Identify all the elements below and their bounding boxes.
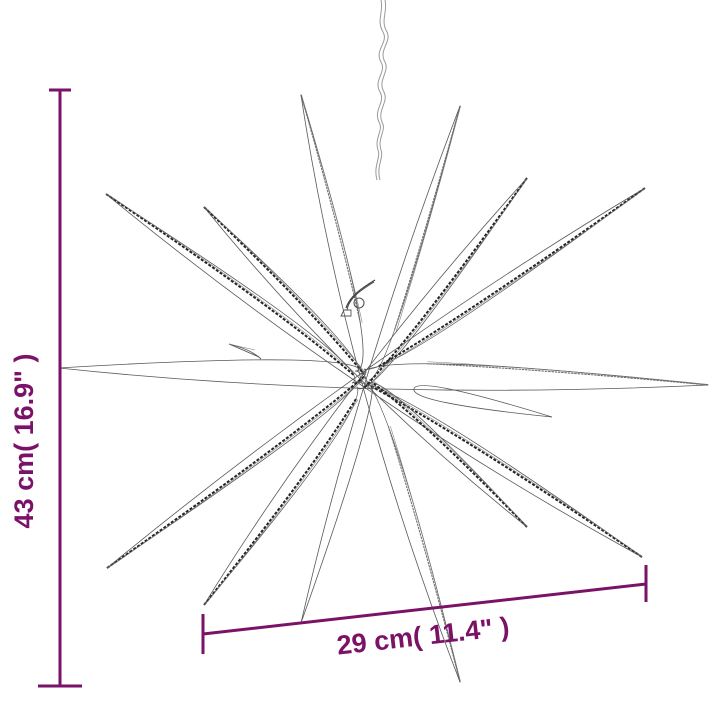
svg-text:29 cm( 11.4" ): 29 cm( 11.4" ) (335, 611, 511, 660)
svg-text:43 cm( 16.9" ): 43 cm( 16.9" ) (9, 354, 39, 529)
